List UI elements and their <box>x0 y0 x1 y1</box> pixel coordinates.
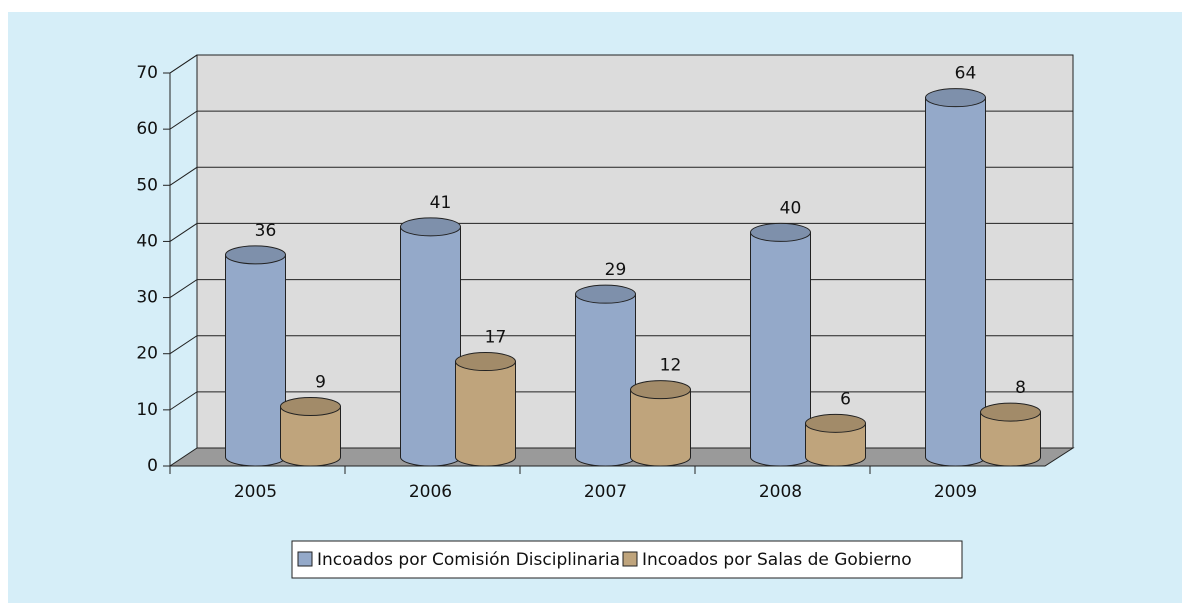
cylinder-top <box>630 380 691 400</box>
cylinder-top <box>575 284 636 304</box>
x-tick-label: 2006 <box>409 482 452 502</box>
legend-label: Incoados por Salas de Gobierno <box>642 550 912 570</box>
cylinder-body <box>980 411 1041 467</box>
cylinder-body <box>805 422 866 467</box>
y-tick-label: 50 <box>136 175 158 195</box>
y-tick-label: 60 <box>136 119 158 139</box>
value-label: 8 <box>1015 378 1026 398</box>
grid-line <box>169 110 1073 130</box>
cylinder-top <box>400 217 461 237</box>
cylinder-body <box>225 254 286 467</box>
y-tick-label: 40 <box>136 231 158 251</box>
value-label: 6 <box>840 389 851 409</box>
value-label: 41 <box>430 193 452 213</box>
y-tick-label: 0 <box>147 456 158 476</box>
cylinder-top <box>280 396 341 416</box>
cylinder-top <box>925 88 986 108</box>
value-label: 40 <box>780 198 802 218</box>
grid-line <box>169 54 1073 74</box>
cylinder-top <box>805 413 866 433</box>
y-tick-label: 70 <box>136 63 158 83</box>
cylinder-top <box>455 352 516 372</box>
x-tick-label: 2008 <box>759 482 802 502</box>
cylinder-top <box>980 402 1041 422</box>
value-label: 9 <box>315 372 326 392</box>
value-label: 36 <box>255 221 277 241</box>
cylinder-top <box>750 222 811 242</box>
legend-swatch <box>622 551 638 567</box>
legend-swatch <box>297 551 313 567</box>
cylinder-body <box>575 293 636 467</box>
cylinder-body <box>455 361 516 467</box>
cylinder-body <box>925 97 986 467</box>
grid-line <box>169 166 1073 186</box>
value-label: 17 <box>485 328 507 348</box>
cylinder-body <box>400 226 461 467</box>
value-label: 12 <box>660 356 682 376</box>
value-label: 64 <box>955 64 977 84</box>
y-tick-label: 10 <box>136 400 158 420</box>
legend-label: Incoados por Comisión Disciplinaria <box>317 550 620 570</box>
cylinder-body <box>630 389 691 467</box>
value-label: 29 <box>605 260 627 280</box>
x-tick-label: 2005 <box>234 482 277 502</box>
cylinder-body <box>280 405 341 467</box>
y-tick-label: 30 <box>136 288 158 308</box>
y-tick-label: 20 <box>136 344 158 364</box>
cylinder-body <box>750 231 811 467</box>
cylinder-top <box>225 245 286 265</box>
x-tick-label: 2009 <box>934 482 977 502</box>
x-tick-label: 2007 <box>584 482 627 502</box>
